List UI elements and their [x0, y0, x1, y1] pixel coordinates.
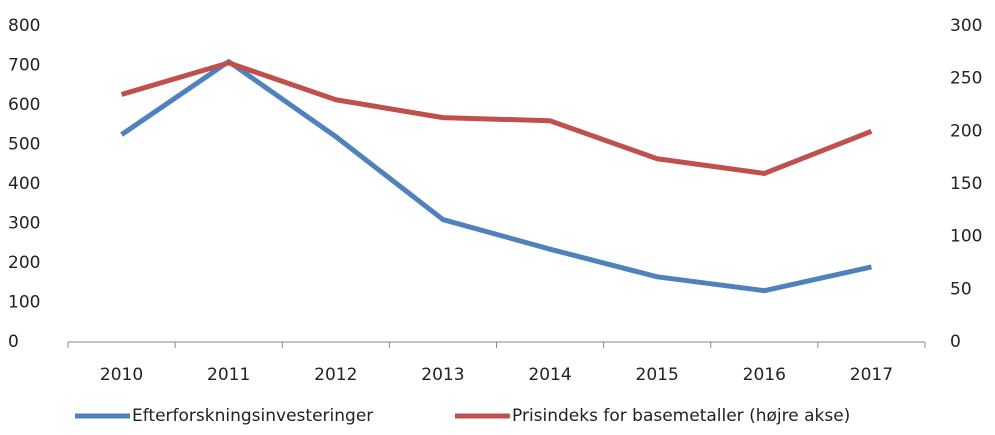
- y-tick-label: 100: [8, 293, 40, 313]
- series-line: [120, 59, 872, 294]
- series-line: [120, 60, 873, 176]
- y-tick-label: 700: [8, 56, 40, 76]
- y-tick-label: 500: [8, 135, 40, 155]
- x-tick-label: 2010: [100, 365, 143, 385]
- y2-tick-label: 50: [950, 279, 972, 299]
- x-tick-label: 2013: [421, 365, 464, 385]
- legend-label: Efterforskningsinvesteringer: [132, 406, 373, 426]
- x-tick-label: 2016: [743, 365, 786, 385]
- y2-tick-label: 300: [950, 16, 982, 36]
- y2-tick-label: 250: [950, 69, 982, 89]
- legend-label: Prisindeks for basemetaller (højre akse): [512, 406, 850, 426]
- y2-tick-label: 150: [950, 174, 982, 194]
- y-tick-label: 400: [8, 174, 40, 194]
- y2-tick-label: 200: [950, 121, 982, 141]
- x-tick-label: 2015: [636, 365, 679, 385]
- y-tick-label: 0: [8, 332, 19, 352]
- y-tick-label: 300: [8, 214, 40, 234]
- x-tick-label: 2011: [207, 365, 250, 385]
- y2-tick-label: 0: [950, 332, 961, 352]
- x-tick-label: 2014: [528, 365, 571, 385]
- y-tick-label: 200: [8, 253, 40, 273]
- y-tick-label: 800: [8, 16, 40, 36]
- y-tick-label: 600: [8, 95, 40, 115]
- x-tick-label: 2012: [314, 365, 357, 385]
- y2-tick-label: 100: [950, 227, 982, 247]
- x-tick-label: 2017: [850, 365, 893, 385]
